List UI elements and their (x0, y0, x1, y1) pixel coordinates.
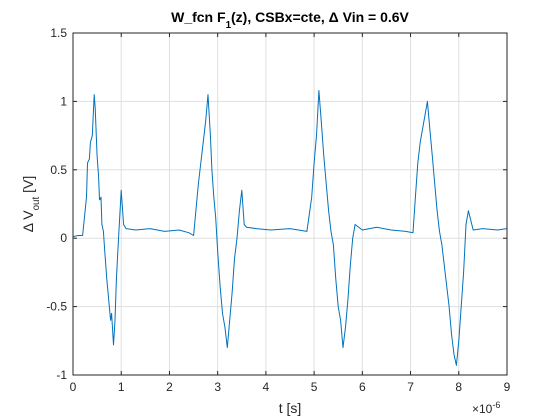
y-tick-label: 0 (60, 231, 67, 245)
y-tick-label: -1 (56, 368, 67, 382)
x-tick-label: 4 (263, 380, 270, 394)
x-axis-label: t [s] (279, 400, 302, 416)
x-tick-label: 9 (504, 380, 511, 394)
y-tick-label: 0.5 (50, 163, 67, 177)
axes-box (72, 32, 508, 376)
y-axis-label: Δ Vout [V] (20, 176, 42, 232)
y-tick-label: 1 (60, 94, 67, 108)
y-tick-label: 1.5 (50, 26, 67, 40)
x-tick-label: 6 (359, 380, 366, 394)
plot-area (73, 33, 507, 375)
series-layer (72, 90, 508, 366)
x-tick-label: 7 (407, 380, 414, 394)
x-tick-label: 5 (311, 380, 318, 394)
x-tick-label: 0 (70, 380, 77, 394)
x-axis-exponent: ×10-6 (472, 400, 500, 416)
series-line (72, 90, 508, 366)
ticks: 0 1 2 3 4 5 6 7 8 9 -1 -0.5 0 0.5 1 1.5 (46, 26, 510, 394)
x-tick-label: 1 (118, 380, 125, 394)
y-tick-label: -0.5 (46, 300, 67, 314)
x-tick-label: 2 (166, 380, 173, 394)
x-tick-label: 3 (214, 380, 221, 394)
x-tick-label: 8 (455, 380, 462, 394)
chart-title: W_fcn F1(z), CSBx=cte, Δ Vin = 0.6V (171, 9, 409, 31)
